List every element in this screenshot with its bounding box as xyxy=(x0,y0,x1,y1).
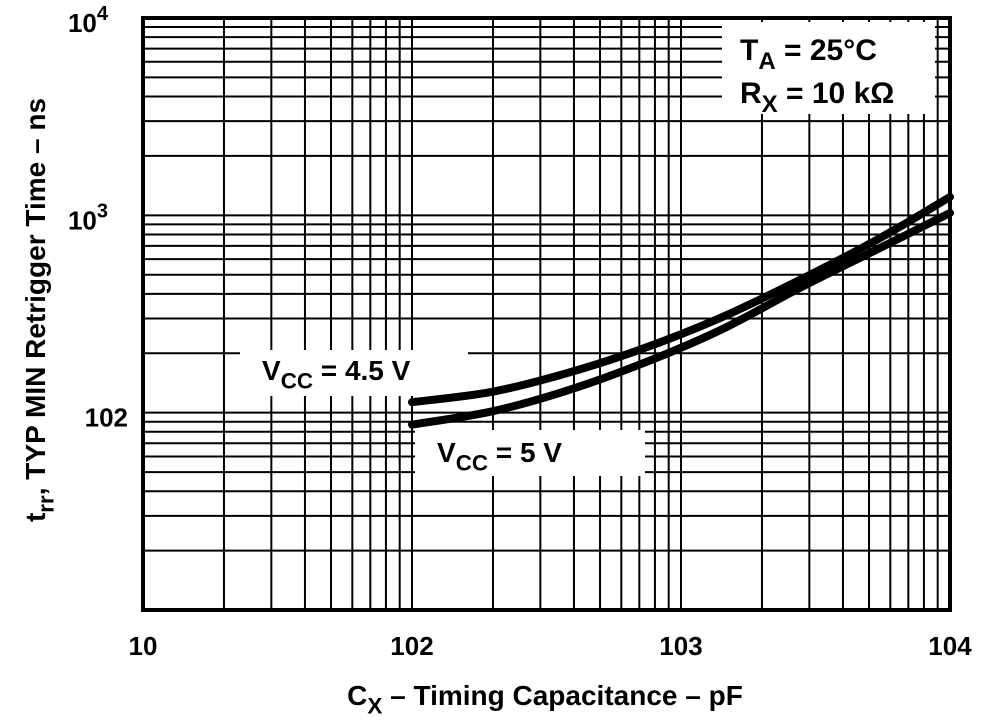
series-line-0 xyxy=(408,192,954,407)
labels: CX – Timing Capacitance – pF trr, TYP MIN… xyxy=(20,34,894,718)
x-tick-label: 103 xyxy=(659,631,702,661)
y-tick-label: 102 xyxy=(85,403,128,433)
series-line-1 xyxy=(408,208,954,429)
y-tick-label: 103 xyxy=(68,200,108,235)
y-axis-label: trr, TYP MIN Retrigger Time – ns xyxy=(20,98,58,522)
annotation-resistance: RX = 10 kΩ xyxy=(740,77,894,118)
plot-frame xyxy=(141,16,952,612)
x-axis-label: CX – Timing Capacitance – pF xyxy=(347,680,743,718)
series-label-5v: VCC = 5 V xyxy=(437,437,562,475)
x-tick-label: 10 xyxy=(129,631,158,661)
series-label-box-5v xyxy=(415,430,645,476)
y-tick-label: 104 xyxy=(68,3,109,38)
x-tick-label: 104 xyxy=(928,631,972,661)
x-tick-label: 102 xyxy=(390,631,433,661)
annotation-box xyxy=(722,22,935,114)
annotation-temperature: TA = 25°C xyxy=(740,34,877,75)
tick-labels: 10 102 103 104 104 103 102 xyxy=(68,3,972,661)
curves xyxy=(408,192,954,429)
series-label-4-5v: VCC = 4.5 V xyxy=(262,355,411,393)
label-boxes xyxy=(240,22,935,476)
series-label-box-4-5v xyxy=(240,350,468,396)
